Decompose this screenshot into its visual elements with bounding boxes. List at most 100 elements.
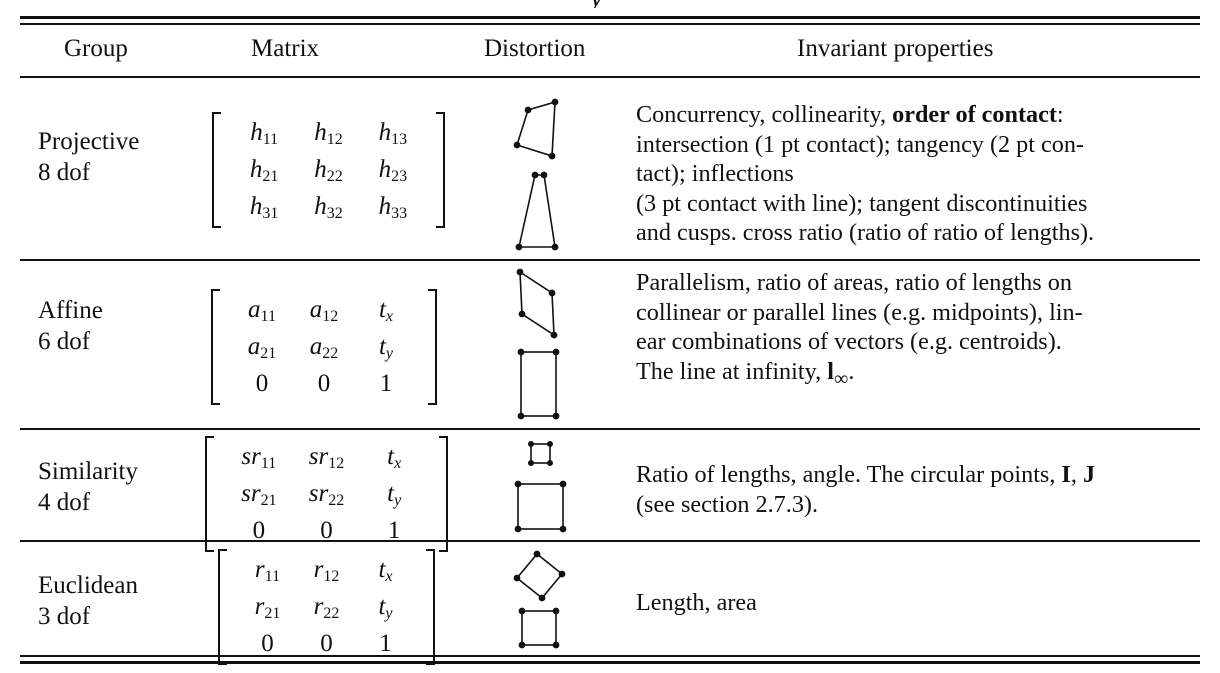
header-group: Group (64, 35, 128, 62)
invariant-line: (3 pt contact with line); tangent discon… (636, 189, 1088, 217)
matrix-entries: r11 r12 tx r21 r22 ty 0 0 1 (238, 551, 415, 662)
matrix-entry: sr11 (241, 443, 277, 472)
rotated-square-icon (513, 550, 566, 602)
matrix-entry: h32 (314, 193, 343, 222)
matrix-entry: a11 (248, 296, 276, 325)
invariant-line: The line at infinity, l∞. (636, 357, 855, 390)
matrix-entry: h33 (378, 193, 408, 222)
transformation-matrix: r11 r12 tx r21 r22 ty 0 0 1 (218, 549, 435, 665)
group-name: Euclidean (38, 572, 138, 599)
affine-distortion-icons (516, 268, 560, 420)
group-dof: 4 dof (38, 489, 91, 516)
parallelogram-icon (516, 268, 558, 339)
transformation-matrix: sr11 sr12 tx sr21 sr22 ty 0 0 1 (205, 436, 448, 552)
header-distortion: Distortion (484, 35, 586, 62)
invariant-line: ear combinations of vectors (e.g. centro… (636, 328, 1062, 356)
matrix-entry: a22 (309, 333, 339, 362)
invariant-text: Ratio of lengths, angle. The circular po… (636, 460, 1200, 519)
matrix-entry: sr21 (241, 480, 277, 509)
matrix-entry: r11 (254, 556, 281, 585)
matrix-entry: 0 (252, 517, 266, 544)
top-rule-outer (20, 16, 1200, 19)
bottom-rule-inner (20, 655, 1200, 657)
invariant-line: collinear or parallel lines (e.g. midpoi… (636, 298, 1083, 326)
top-rule-inner (20, 23, 1200, 25)
rectangle-icon (517, 348, 560, 420)
matrix-entries: h11 h12 h13 h21 h22 h23 h31 h32 h33 (232, 114, 425, 225)
matrix-entry: tx (378, 556, 393, 585)
matrix-entry: h31 (249, 193, 279, 222)
invariant-text: Length, area (636, 588, 1200, 618)
invariant-line: Parallelism, ratio of areas, ratio of le… (636, 269, 1072, 296)
matrix-entry: 0 (255, 370, 269, 397)
matrix-entry: ty (378, 333, 394, 362)
group-dof: 6 dof (38, 328, 91, 355)
invariant-line: Ratio of lengths, angle. The circular po… (636, 461, 1096, 488)
matrix-entry: 0 (320, 517, 333, 544)
matrix-entry: h13 (378, 119, 408, 148)
table-title-fragment: y (590, 0, 650, 8)
header-rule (20, 76, 1200, 78)
transformation-matrix: h11 h12 h13 h21 h22 h23 h31 h32 h33 (212, 112, 445, 228)
group-dof: 3 dof (38, 603, 91, 630)
matrix-entry: r22 (313, 593, 340, 622)
row-divider (20, 259, 1200, 261)
square-icon (518, 607, 560, 649)
matrix-entry: 0 (320, 630, 333, 657)
row-divider (20, 428, 1200, 430)
left-bracket (205, 436, 214, 552)
matrix-entries: a11 a12 tx a21 a22 ty 0 0 1 (231, 291, 417, 402)
invariant-line: intersection (1 pt contact); tangency (2… (636, 130, 1084, 158)
left-bracket (218, 549, 227, 665)
euclidean-distortion-icons (513, 550, 566, 649)
left-bracket (212, 112, 221, 228)
transformation-matrix: a11 a12 tx a21 a22 ty 0 0 1 (211, 289, 437, 405)
matrix-entry: ty (378, 593, 393, 622)
matrix-entry: tx (387, 443, 402, 472)
group-name: Affine (38, 297, 103, 324)
projective-distortion-icons (513, 98, 559, 251)
invariant-text: Concurrency, collinearity, order of cont… (636, 100, 1200, 248)
matrix-entry: r12 (313, 556, 340, 585)
right-bracket (436, 112, 445, 228)
matrix-entry: h23 (378, 156, 408, 185)
group-name: Similarity (38, 458, 138, 485)
matrix-entry: 1 (379, 370, 393, 397)
matrix-entry: 1 (379, 630, 392, 657)
matrix-entry: a12 (309, 296, 339, 325)
matrix-entry: r21 (254, 593, 281, 622)
matrix-entry: h22 (314, 156, 343, 185)
matrix-entry: 0 (261, 630, 274, 657)
right-bracket (426, 549, 435, 665)
matrix-entry: h11 (250, 119, 279, 148)
group-name: Projective (38, 128, 140, 155)
invariant-text: Parallelism, ratio of areas, ratio of le… (636, 268, 1200, 394)
matrix-entry: tx (378, 296, 394, 325)
group-dof: 8 dof (38, 159, 91, 186)
small-square-icon (527, 440, 553, 466)
matrix-entry: 1 (387, 517, 401, 544)
matrix-entry: h12 (314, 119, 343, 148)
right-bracket (439, 436, 448, 552)
invariant-line: Length, area (636, 589, 757, 616)
similarity-distortion-icons (514, 440, 567, 533)
bottom-rule-outer (20, 661, 1200, 664)
header-matrix: Matrix (251, 35, 320, 62)
matrix-entry: sr12 (308, 443, 345, 472)
right-bracket (428, 289, 437, 405)
row-divider (20, 540, 1200, 542)
left-bracket (211, 289, 220, 405)
matrix-entry: sr22 (308, 480, 345, 509)
matrix-entry: ty (387, 480, 402, 509)
matrix-entries: sr11 sr12 tx sr21 sr22 ty 0 0 1 (225, 438, 428, 549)
large-square-icon (514, 480, 567, 533)
projective-quad-icon (513, 98, 559, 160)
header-invariant: Invariant properties (797, 35, 994, 62)
trapezoid-icon (515, 171, 559, 251)
matrix-entry: 0 (317, 370, 331, 397)
matrix-entry: a21 (247, 333, 277, 362)
matrix-entry: h21 (249, 156, 279, 185)
invariant-line: tact); inflections (636, 160, 794, 188)
invariant-line: (see section 2.7.3). (636, 490, 819, 518)
